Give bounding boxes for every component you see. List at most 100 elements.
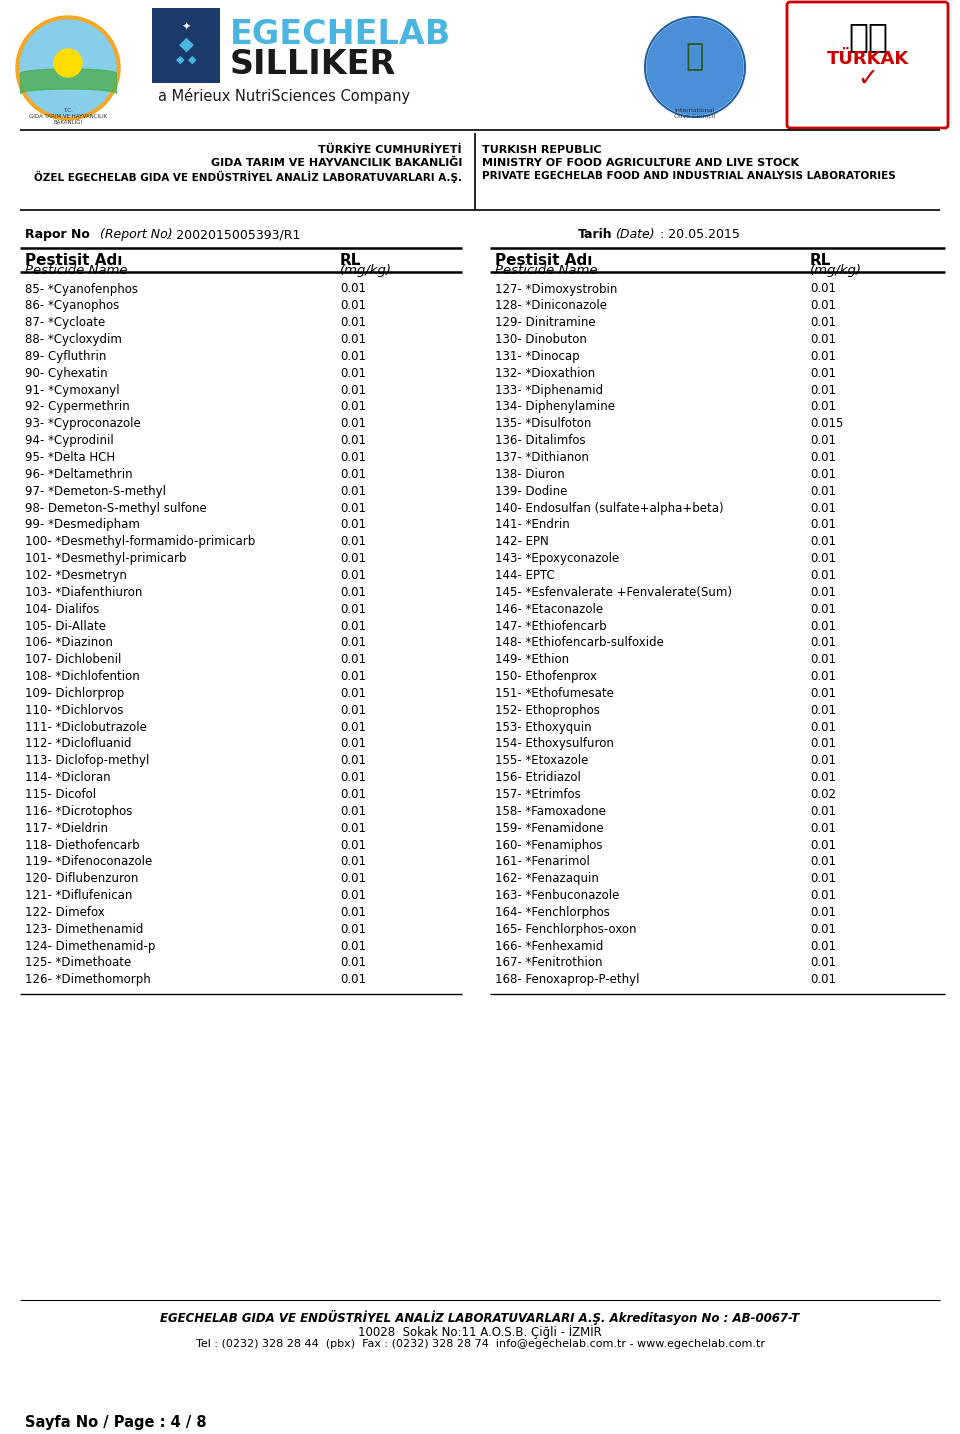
Text: 0.01: 0.01	[810, 400, 836, 413]
Text: ÖZEL EGECHELAB GIDA VE ENDÜSTRİYEL ANALİZ LABORATUVARLARI A.Ş.: ÖZEL EGECHELAB GIDA VE ENDÜSTRİYEL ANALİ…	[34, 171, 462, 184]
Circle shape	[54, 49, 82, 77]
Text: EGECHELAB GIDA VE ENDÜSTRİYEL ANALİZ LABORATUVARLARI A.Ş. Akreditasyon No : AB-0: EGECHELAB GIDA VE ENDÜSTRİYEL ANALİZ LAB…	[160, 1311, 800, 1325]
Text: 120- Diflubenzuron: 120- Diflubenzuron	[25, 872, 138, 885]
Text: Sayfa No / Page : 4 / 8: Sayfa No / Page : 4 / 8	[25, 1415, 206, 1430]
Text: 0.01: 0.01	[340, 771, 366, 784]
Text: 0.01: 0.01	[810, 282, 836, 295]
Text: 0.01: 0.01	[340, 350, 366, 363]
Text: SILLIKER: SILLIKER	[230, 47, 396, 80]
Text: 0.01: 0.01	[810, 452, 836, 465]
Text: 148- *Ethiofencarb-sulfoxide: 148- *Ethiofencarb-sulfoxide	[495, 637, 664, 650]
Text: Tel : (0232) 328 28 44  (pbx)  Fax : (0232) 328 28 74  info@egechelab.com.tr - w: Tel : (0232) 328 28 44 (pbx) Fax : (0232…	[196, 1339, 764, 1349]
Text: 85- *Cyanofenphos: 85- *Cyanofenphos	[25, 282, 138, 295]
Text: 0.01: 0.01	[340, 687, 366, 700]
Text: 103- *Diafenthiuron: 103- *Diafenthiuron	[25, 587, 142, 599]
Text: 129- Dinitramine: 129- Dinitramine	[495, 317, 595, 330]
Text: 0.01: 0.01	[340, 754, 366, 767]
Text: 101- *Desmethyl-primicarb: 101- *Desmethyl-primicarb	[25, 552, 186, 565]
Text: 127- *Dimoxystrobin: 127- *Dimoxystrobin	[495, 282, 617, 295]
Text: 0.01: 0.01	[340, 637, 366, 650]
Text: 137- *Dithianon: 137- *Dithianon	[495, 452, 588, 465]
Text: Pesticide Name: Pesticide Name	[25, 264, 128, 277]
Text: TÜRKİYE CUMHURİYETİ: TÜRKİYE CUMHURİYETİ	[319, 145, 462, 155]
Text: 135- *Disulfoton: 135- *Disulfoton	[495, 417, 591, 430]
Text: 0.01: 0.01	[810, 350, 836, 363]
Text: (mg/kg): (mg/kg)	[340, 264, 392, 277]
Text: Test: Test	[856, 93, 879, 103]
Text: ✦: ✦	[181, 22, 191, 32]
Text: EGECHELAB: EGECHELAB	[230, 19, 451, 52]
Text: 0.01: 0.01	[340, 619, 366, 632]
Text: 126- *Dimethomorph: 126- *Dimethomorph	[25, 974, 151, 987]
Text: 130- Dinobuton: 130- Dinobuton	[495, 333, 587, 346]
Text: 0.01: 0.01	[810, 300, 836, 313]
Text: 100- *Desmethyl-formamido-primicarb: 100- *Desmethyl-formamido-primicarb	[25, 535, 255, 548]
Text: 0.01: 0.01	[810, 587, 836, 599]
Text: 0.01: 0.01	[340, 923, 366, 936]
Text: 0.01: 0.01	[340, 789, 366, 802]
Text: 0.01: 0.01	[340, 435, 366, 447]
Text: 0.01: 0.01	[810, 519, 836, 532]
Text: 0.01: 0.01	[810, 956, 836, 969]
Text: 0.01: 0.01	[340, 535, 366, 548]
Text: 0.01: 0.01	[810, 872, 836, 885]
Text: RL: RL	[340, 252, 361, 268]
Text: 156- Etridiazol: 156- Etridiazol	[495, 771, 581, 784]
Text: 164- *Fenchlorphos: 164- *Fenchlorphos	[495, 906, 610, 919]
Text: TS EN ISO/IEC 17025: TS EN ISO/IEC 17025	[825, 102, 911, 110]
Text: International
Olive Council: International Olive Council	[674, 108, 716, 119]
Text: 0.01: 0.01	[340, 300, 366, 313]
Text: 0.01: 0.01	[810, 974, 836, 987]
Text: 147- *Ethiofencarb: 147- *Ethiofencarb	[495, 619, 607, 632]
Text: 97- *Demeton-S-methyl: 97- *Demeton-S-methyl	[25, 485, 166, 498]
Text: 117- *Dieldrin: 117- *Dieldrin	[25, 822, 108, 835]
Text: 143- *Epoxyconazole: 143- *Epoxyconazole	[495, 552, 619, 565]
Text: 0.01: 0.01	[340, 552, 366, 565]
Text: 0.01: 0.01	[340, 367, 366, 380]
Text: 0.01: 0.01	[340, 602, 366, 615]
Circle shape	[647, 19, 743, 115]
Text: 0.01: 0.01	[340, 400, 366, 413]
Text: 0.01: 0.01	[810, 502, 836, 515]
Text: 0.02: 0.02	[810, 789, 836, 802]
Text: 0.01: 0.01	[810, 670, 836, 683]
Text: 99- *Desmedipham: 99- *Desmedipham	[25, 519, 140, 532]
Text: 0.01: 0.01	[340, 417, 366, 430]
Text: 151- *Ethofumesate: 151- *Ethofumesate	[495, 687, 613, 700]
Text: : 2002015005393/R1: : 2002015005393/R1	[168, 228, 300, 241]
Text: GIDA TARIM VE HAYVANCILIK BAKANLIĞI: GIDA TARIM VE HAYVANCILIK BAKANLIĞI	[210, 158, 462, 168]
Text: 0.01: 0.01	[810, 552, 836, 565]
Text: 132- *Dioxathion: 132- *Dioxathion	[495, 367, 595, 380]
Text: 168- Fenoxaprop-P-ethyl: 168- Fenoxaprop-P-ethyl	[495, 974, 639, 987]
Text: TÜRKAK: TÜRKAK	[827, 50, 909, 67]
Text: AB-0067-T: AB-0067-T	[840, 112, 896, 122]
Text: 0.01: 0.01	[340, 956, 366, 969]
Text: 🇹🇷: 🇹🇷	[848, 20, 888, 53]
Text: 160- *Fenamiphos: 160- *Fenamiphos	[495, 839, 603, 852]
Text: 155- *Etoxazole: 155- *Etoxazole	[495, 754, 588, 767]
Text: 161- *Fenarimol: 161- *Fenarimol	[495, 856, 589, 869]
Text: 162- *Fenazaquin: 162- *Fenazaquin	[495, 872, 599, 885]
Text: 0.01: 0.01	[340, 485, 366, 498]
Text: 92- Cypermethrin: 92- Cypermethrin	[25, 400, 130, 413]
Text: 0.01: 0.01	[810, 535, 836, 548]
Text: 0.01: 0.01	[340, 467, 366, 480]
Text: 0.01: 0.01	[340, 737, 366, 750]
Text: 0.01: 0.01	[810, 804, 836, 817]
Text: 0.01: 0.01	[340, 569, 366, 582]
Text: 0.01: 0.01	[340, 822, 366, 835]
Text: 116- *Dicrotophos: 116- *Dicrotophos	[25, 804, 132, 817]
Text: 0.01: 0.01	[810, 771, 836, 784]
Text: 165- Fenchlorphos-oxon: 165- Fenchlorphos-oxon	[495, 923, 636, 936]
Text: 86- *Cyanophos: 86- *Cyanophos	[25, 300, 119, 313]
Text: 141- *Endrin: 141- *Endrin	[495, 519, 569, 532]
Text: 157- *Etrimfos: 157- *Etrimfos	[495, 789, 581, 802]
Text: 142- EPN: 142- EPN	[495, 535, 549, 548]
Text: 87- *Cycloate: 87- *Cycloate	[25, 317, 106, 330]
Text: 0.01: 0.01	[810, 333, 836, 346]
Text: 146- *Etaconazole: 146- *Etaconazole	[495, 602, 603, 615]
Text: 111- *Diclobutrazole: 111- *Diclobutrazole	[25, 721, 147, 734]
Text: 0.01: 0.01	[810, 619, 836, 632]
Text: 104- Dialifos: 104- Dialifos	[25, 602, 100, 615]
Text: 0.01: 0.01	[340, 939, 366, 952]
